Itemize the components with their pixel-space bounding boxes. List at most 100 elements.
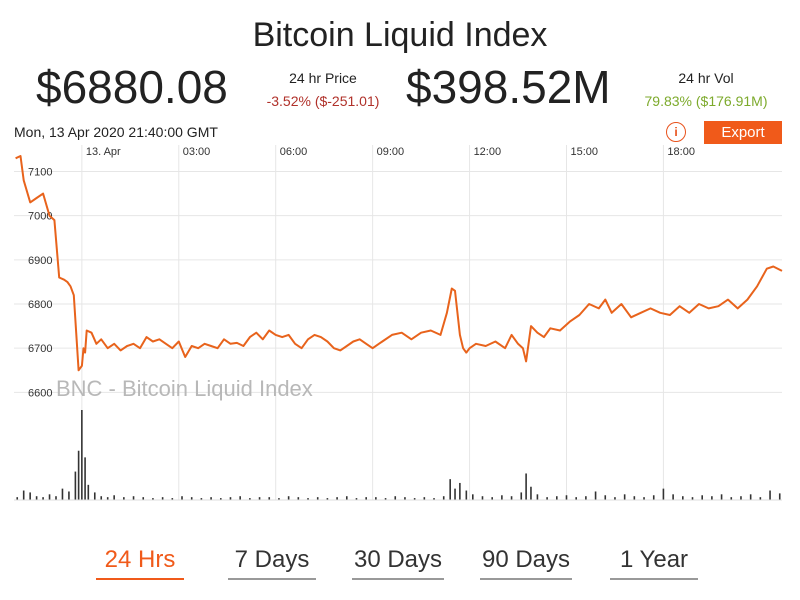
volume-bar (759, 497, 762, 500)
current-volume: $398.52M (406, 61, 611, 113)
volume-bar (643, 497, 645, 500)
volume-bar (61, 488, 64, 500)
volume-bar (161, 497, 164, 500)
volume-bar (249, 498, 251, 500)
volume-bar (481, 496, 484, 500)
volume-bar (604, 495, 607, 500)
volume-bar (614, 497, 616, 500)
x-tick-label: 15:00 (570, 146, 598, 158)
volume-bar (740, 496, 742, 500)
y-tick-label: 6800 (28, 299, 52, 311)
volume-bar (326, 498, 329, 500)
volume-bar (449, 479, 451, 500)
volume-bar (229, 497, 232, 500)
volume-bar (316, 497, 319, 500)
volume-bar (287, 496, 290, 500)
x-tick-label: 06:00 (280, 146, 308, 158)
volume-bar (423, 497, 426, 500)
volume-change: 79.83% ($176.91M) (644, 93, 768, 109)
volume-bar (510, 496, 513, 500)
volume-bar (633, 496, 636, 500)
volume-bar (210, 497, 212, 500)
volume-bar (152, 498, 154, 500)
tab-24-hrs[interactable]: 24 Hrs (96, 546, 184, 580)
volume-bar (536, 494, 539, 500)
volume-bar (77, 450, 80, 500)
x-tick-label: 03:00 (183, 146, 211, 158)
volume-bar (278, 498, 280, 500)
volume-bar (336, 497, 338, 500)
y-tick-label: 6900 (28, 255, 52, 267)
volume-bar (594, 491, 597, 500)
volume-bar (652, 495, 655, 500)
range-tabs: 24 Hrs 7 Days 30 Days 90 Days 1 Year (0, 546, 800, 586)
volume-bar (465, 490, 468, 500)
volume-bar (433, 498, 435, 500)
current-price: $6880.08 (36, 61, 228, 113)
volume-bar (682, 496, 684, 500)
volume-bar (565, 495, 568, 500)
volume-bar (239, 496, 241, 500)
chart-watermark: BNC - Bitcoin Liquid Index (56, 376, 313, 401)
volume-bar (720, 494, 723, 500)
volume-bar (190, 497, 193, 500)
volume-bar (142, 497, 145, 500)
volume-bar (691, 497, 694, 500)
volume-bar (258, 497, 261, 500)
x-tick-label: 12:00 (474, 146, 502, 158)
tab-7-days[interactable]: 7 Days (228, 546, 316, 580)
volume-bar (384, 498, 387, 500)
volume-bar (113, 495, 115, 500)
volume-bar (123, 497, 125, 500)
volume-bar (29, 492, 31, 500)
y-tick-label: 7000 (28, 211, 52, 223)
volume-bar (68, 491, 70, 500)
tab-1-year[interactable]: 1 Year (610, 546, 698, 580)
volume-bar (769, 490, 771, 500)
volume-bar (345, 496, 348, 500)
volume-bar (672, 494, 674, 500)
volume-bar (87, 484, 90, 500)
x-tick-label: 09:00 (377, 146, 405, 158)
volume-bar (200, 498, 203, 500)
volume-bar (297, 497, 300, 500)
volume-bar (106, 497, 109, 500)
volume-bar (730, 497, 733, 500)
volume-bar (556, 496, 558, 500)
export-button[interactable]: Export (704, 121, 782, 144)
volume-bar (525, 473, 527, 500)
volume-bar (100, 496, 103, 500)
volume-bar (454, 488, 456, 500)
volume-bar (520, 492, 523, 500)
info-icon[interactable]: i (666, 122, 686, 142)
volume-bar (585, 496, 587, 500)
volume-bar (413, 498, 416, 500)
volume-bar (501, 495, 503, 500)
y-tick-label: 7100 (28, 167, 52, 179)
volume-bar (442, 496, 445, 500)
price-series-line (15, 155, 783, 372)
volume-bar (181, 496, 183, 500)
y-tick-label: 6600 (28, 387, 52, 399)
x-tick-label: 13. Apr (86, 146, 121, 158)
volume-bar (375, 497, 377, 500)
volume-bar (74, 471, 77, 500)
volume-bar (307, 498, 309, 500)
volume-bar (749, 494, 752, 500)
volume-bar (22, 490, 25, 500)
volume-bar (84, 457, 86, 500)
volume-bar (662, 488, 665, 500)
volume-bar (623, 494, 626, 500)
tab-90-days[interactable]: 90 Days (480, 546, 572, 580)
volume-bar (459, 482, 461, 500)
volume-bar (546, 497, 548, 500)
volume-bar (575, 497, 577, 500)
volume-bar (711, 496, 713, 500)
x-tick-label: 18:00 (667, 146, 695, 158)
volume-bar (530, 486, 532, 500)
volume-bar (81, 410, 83, 500)
volume-bar (365, 497, 367, 500)
volume-bar (778, 493, 781, 500)
tab-30-days[interactable]: 30 Days (352, 546, 444, 580)
